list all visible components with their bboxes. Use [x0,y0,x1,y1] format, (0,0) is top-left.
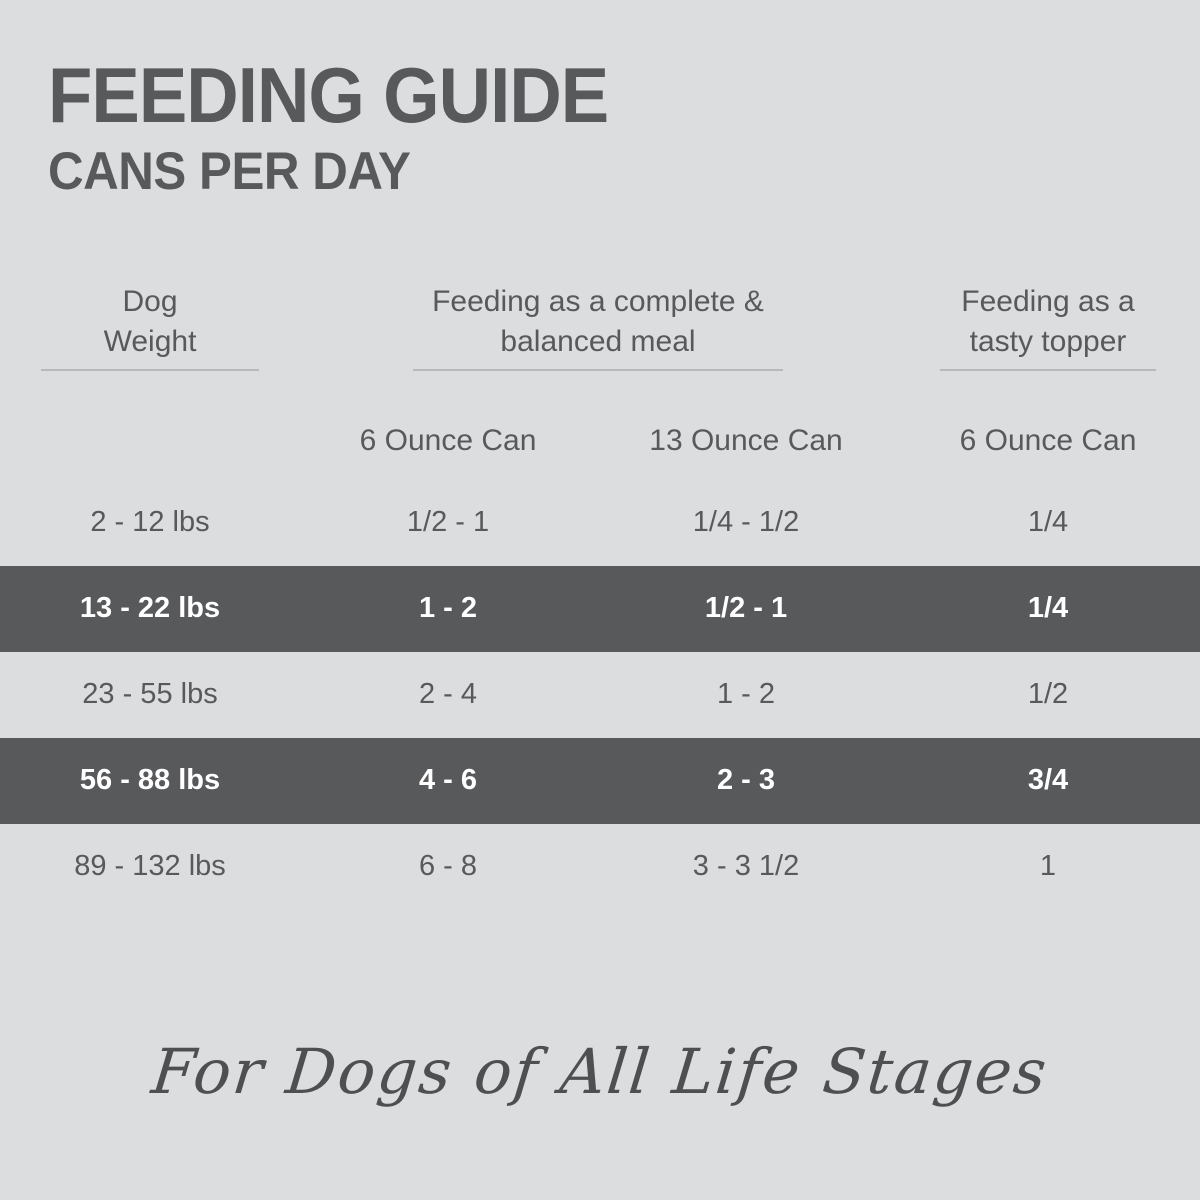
group-header-complete-meal: Feeding as a complete & balanced meal [300,282,896,377]
table-group-header-row: Dog Weight Feeding as a complete & balan… [0,272,1200,402]
cell-meal-13oz: 2 - 3 [716,764,776,797]
group-header-rule [41,369,259,372]
table-subheader-row: 6 Ounce Can 13 Ounce Can 6 Ounce Can [0,402,1200,480]
group-header-tasty-topper-line1: Feeding as a [961,285,1135,318]
cell-dog-weight: 13 - 22 lbs [79,592,221,625]
cell-meal-13oz: 1/2 - 1 [704,592,788,625]
cell-topper-6oz: 1/2 [1027,678,1069,711]
cell-dog-weight: 23 - 55 lbs [82,678,218,711]
group-header-dog-weight-line2: Weight [103,324,197,358]
cell-meal-6oz: 4 - 6 [418,764,478,797]
cell-dog-weight: 89 - 132 lbs [74,850,226,883]
cell-dog-weight: 2 - 12 lbs [90,506,210,539]
cell-topper-6oz: 1/4 [1027,506,1069,539]
subheader-13-ounce-can-meal: 13 Ounce Can [649,423,843,457]
group-header-rule [413,369,783,372]
cell-topper-6oz: 1 [1039,850,1057,883]
group-header-rule [940,369,1156,372]
subheader-6-ounce-can-meal: 6 Ounce Can [359,423,537,457]
group-header-complete-meal-line2: balanced meal [500,324,696,358]
cell-dog-weight: 56 - 88 lbs [79,764,221,797]
group-header-complete-meal-line1: Feeding as a complete & [432,285,764,318]
page-title: FEEDING GUIDE [48,51,609,139]
table-row: 2 - 12 lbs 1/2 - 1 1/4 - 1/2 1/4 [0,480,1200,566]
subheader-6-ounce-can-topper: 6 Ounce Can [959,423,1137,457]
table-row: 13 - 22 lbs 1 - 2 1/2 - 1 1/4 [0,566,1200,652]
footer-tagline: For Dogs of All Life Stages [148,1035,1052,1108]
title-block: FEEDING GUIDE CANS PER DAY [0,0,1200,200]
group-header-tasty-topper: Feeding as a tasty topper [896,282,1200,377]
cell-topper-6oz: 3/4 [1027,764,1069,797]
cell-meal-6oz: 1/2 - 1 [406,506,490,539]
cell-topper-6oz: 1/4 [1027,592,1069,625]
group-header-tasty-topper-line2: tasty topper [969,324,1127,358]
group-header-dog-weight: Dog Weight [0,282,300,377]
group-header-dog-weight-line1: Dog [122,285,178,318]
cell-meal-13oz: 3 - 3 1/2 [692,850,800,883]
cell-meal-6oz: 6 - 8 [418,850,478,883]
table-row: 23 - 55 lbs 2 - 4 1 - 2 1/2 [0,652,1200,738]
feeding-table: Dog Weight Feeding as a complete & balan… [0,272,1200,910]
table-row: 56 - 88 lbs 4 - 6 2 - 3 3/4 [0,738,1200,824]
cell-meal-13oz: 1/4 - 1/2 [692,506,800,539]
table-row: 89 - 132 lbs 6 - 8 3 - 3 1/2 1 [0,824,1200,910]
page-subtitle: CANS PER DAY [48,142,411,202]
cell-meal-6oz: 2 - 4 [418,678,478,711]
cell-meal-13oz: 1 - 2 [716,678,776,711]
cell-meal-6oz: 1 - 2 [418,592,478,625]
